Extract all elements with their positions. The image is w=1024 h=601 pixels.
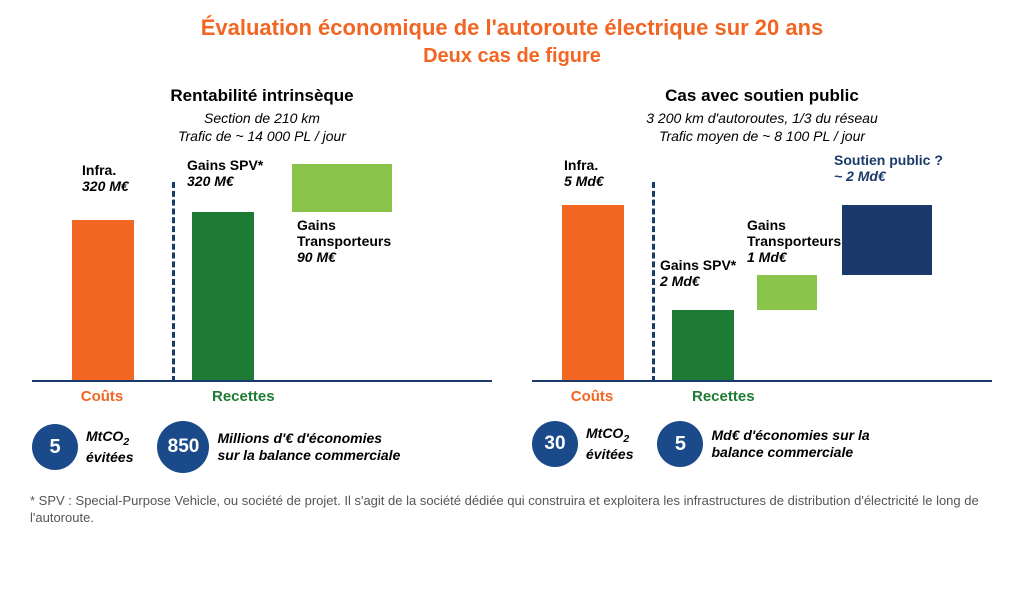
panel-right-sub1: 3 200 km d'autoroutes, 1/3 du réseau (532, 110, 992, 126)
chart-left: Infra.320 M€Gains SPV*320 M€GainsTranspo… (32, 162, 492, 382)
badge-circle: 5 (32, 424, 78, 470)
axis-revenues-left: Recettes (172, 388, 275, 405)
badge-circle: 30 (532, 421, 578, 467)
badge-circle: 850 (157, 421, 209, 473)
axis-costs-right: Coûts (532, 388, 652, 405)
bar-transport (292, 164, 392, 212)
bar-label-spv: Gains SPV*320 M€ (187, 157, 263, 189)
bar-label-infra: Infra.5 Md€ (564, 157, 604, 189)
panel-left-sub2: Trafic de ~ 14 000 PL / jour (32, 128, 492, 144)
axis-labels-left: Coûts Recettes (32, 388, 492, 405)
subtitle: Deux cas de figure (30, 45, 994, 68)
panels-container: Rentabilité intrinsèque Section de 210 k… (30, 86, 994, 473)
panel-right: Cas avec soutien public 3 200 km d'autor… (532, 86, 992, 473)
axis-revenues-right: Recettes (652, 388, 755, 405)
bar-spv (192, 212, 254, 380)
bar-label-transport: GainsTransporteurs1 Md€ (747, 217, 841, 265)
bar-infra (562, 205, 624, 380)
bar-transport (757, 275, 817, 310)
axis-costs-left: Coûts (32, 388, 172, 405)
bar-label-spv: Gains SPV*2 Md€ (660, 257, 736, 289)
divider-line (652, 182, 655, 382)
badge-circle: 5 (657, 421, 703, 467)
panel-right-title: Cas avec soutien public (532, 86, 992, 106)
badge-text: MtCO2évitées (86, 428, 133, 465)
panel-left: Rentabilité intrinsèque Section de 210 k… (32, 86, 492, 473)
bar-spv (672, 310, 734, 380)
badges-right: 30MtCO2évitées 5Md€ d'économies sur labal… (532, 421, 992, 467)
divider-line (172, 182, 175, 382)
badges-left: 5MtCO2évitées 850Millions d'€ d'économies… (32, 421, 492, 473)
axis-line-right (532, 380, 992, 382)
bar-label-public: Soutien public ?~ 2 Md€ (834, 152, 943, 184)
badge-text: Millions d'€ d'économiessur la balance c… (217, 430, 400, 464)
panel-left-sub1: Section de 210 km (32, 110, 492, 126)
panel-right-sub2: Trafic moyen de ~ 8 100 PL / jour (532, 128, 992, 144)
footnote: * SPV : Special-Purpose Vehicle, ou soci… (30, 493, 994, 527)
bar-public (842, 205, 932, 275)
badge-text: Md€ d'économies sur labalance commercial… (711, 427, 869, 461)
bar-label-transport: GainsTransporteurs90 M€ (297, 217, 391, 265)
axis-labels-right: Coûts Recettes (532, 388, 992, 405)
bar-infra (72, 220, 134, 380)
panel-left-title: Rentabilité intrinsèque (32, 86, 492, 106)
bar-label-infra: Infra.320 M€ (82, 162, 129, 194)
axis-line-left (32, 380, 492, 382)
main-title: Évaluation économique de l'autoroute éle… (30, 15, 994, 41)
chart-right: Infra.5 Md€Gains SPV*2 Md€GainsTransport… (532, 162, 992, 382)
badge-text: MtCO2évitées (586, 425, 633, 462)
